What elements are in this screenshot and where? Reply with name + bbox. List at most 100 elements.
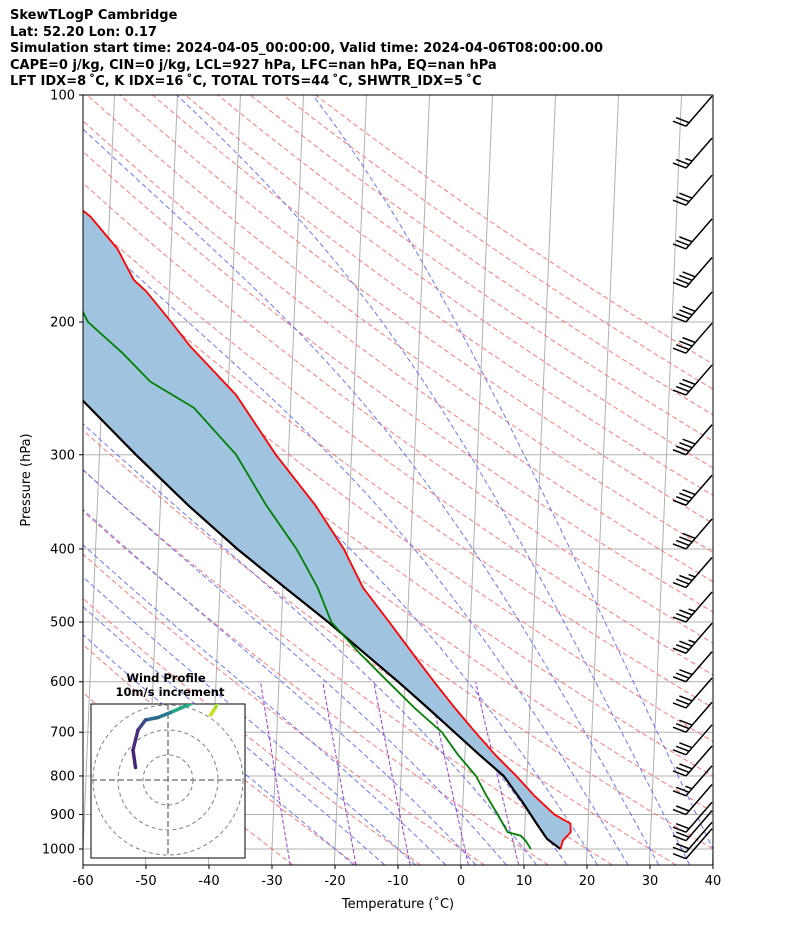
wind-barb xyxy=(672,424,713,456)
temperature-line xyxy=(83,209,572,850)
hodograph-segment xyxy=(136,718,148,732)
chart-header: SkewTLogP Cambridge Lat: 52.20 Lon: 0.17… xyxy=(10,8,603,91)
isotherm-line xyxy=(333,95,367,865)
wind-barb xyxy=(672,474,713,506)
wind-barb xyxy=(672,218,713,250)
wind-barb xyxy=(672,364,713,396)
x-tick-label: 10 xyxy=(516,874,533,889)
wind-barb xyxy=(672,801,713,833)
y-tick-label: 300 xyxy=(50,448,75,463)
y-tick-label: 1000 xyxy=(42,843,75,858)
isotherm-line xyxy=(83,95,115,862)
wind-barb xyxy=(672,821,713,853)
x-axis-label: Temperature (˚C) xyxy=(341,896,454,912)
chart-title: SkewTLogP Cambridge xyxy=(10,8,178,23)
dry-adiabat-line xyxy=(217,95,713,442)
wind-barb xyxy=(672,677,713,709)
isotherm-line xyxy=(648,95,682,865)
wind-barb xyxy=(672,174,713,206)
hodograph-segment xyxy=(213,704,220,710)
wind-barb xyxy=(672,518,713,550)
x-tick-label: 30 xyxy=(642,874,659,889)
hodograph-segment xyxy=(131,728,140,752)
wind-barb xyxy=(672,591,713,623)
y-tick-label: 700 xyxy=(50,726,75,741)
dry-adiabat-line xyxy=(83,553,485,865)
wind-barb xyxy=(672,828,713,860)
isotherm-line xyxy=(711,837,713,865)
simulation-time-line: Simulation start time: 2024-04-05_00:00:… xyxy=(10,41,603,57)
x-tick-label: 0 xyxy=(457,874,465,889)
x-tick-label: 20 xyxy=(579,874,596,889)
hodograph-segment xyxy=(156,710,173,720)
y-tick-label: 200 xyxy=(50,315,75,330)
y-tick-label: 400 xyxy=(50,542,75,557)
hodograph-subtitle: 10m/s increment xyxy=(116,685,225,699)
x-tick-label: -20 xyxy=(324,874,345,889)
dry-adiabat-line xyxy=(83,120,713,583)
x-tick-label: -50 xyxy=(135,874,156,889)
x-tick-label: -30 xyxy=(261,874,282,889)
isotherm-line xyxy=(585,95,619,865)
moist-adiabat-line xyxy=(83,634,355,865)
wind-barb xyxy=(672,651,713,683)
wind-barb xyxy=(672,745,713,777)
isotherm-line xyxy=(775,95,794,865)
hodograph-title: Wind Profile xyxy=(126,671,206,685)
x-tick-label: -60 xyxy=(72,874,93,889)
x-tick-label: 40 xyxy=(705,874,722,889)
wind-barb xyxy=(672,256,713,289)
indices-line: LFT IDX=8 ˚C, K IDX=16 ˚C, TOTAL TOTS=44… xyxy=(10,74,482,90)
dewpoint-line xyxy=(83,310,532,850)
moist-adiabat-line xyxy=(176,95,691,865)
hodograph-segment xyxy=(168,704,190,715)
hodograph-segment xyxy=(143,715,160,722)
mixing-ratio-line xyxy=(428,681,469,865)
location-line: Lat: 52.20 Lon: 0.17 xyxy=(10,24,157,40)
dry-adiabat-line xyxy=(152,95,713,496)
cape-cin-line: CAPE=0 j/kg, CIN=0 j/kg, LCL=927 hPa, LF… xyxy=(10,57,497,73)
hodograph-segment xyxy=(131,748,138,770)
dry-adiabat-line xyxy=(282,95,713,390)
wind-barb xyxy=(672,95,713,127)
wind-barb xyxy=(672,137,713,169)
dry-adiabat-line xyxy=(83,248,713,709)
y-tick-label: 100 xyxy=(50,89,75,104)
moist-adiabat-line xyxy=(312,95,713,851)
wind-barb xyxy=(672,291,713,323)
wind-barb xyxy=(672,701,713,733)
wind-barb xyxy=(672,765,713,797)
y-tick-label: 600 xyxy=(50,675,75,690)
mixing-ratio-line xyxy=(322,681,357,865)
wind-barb xyxy=(672,557,713,589)
dry-adiabat-line xyxy=(250,95,713,416)
moist-adiabat-line xyxy=(83,508,477,865)
isotherm-line xyxy=(522,95,556,865)
moist-adiabat-line xyxy=(83,423,537,865)
dry-adiabat-line xyxy=(83,510,549,865)
dry-adiabat-line xyxy=(83,643,357,865)
moist-adiabat-line xyxy=(83,544,447,865)
mixing-ratio-line xyxy=(475,681,520,865)
y-tick-label: 900 xyxy=(50,808,75,823)
y-axis-label: Pressure (hPa) xyxy=(19,433,34,526)
y-tick-label: 800 xyxy=(50,769,75,784)
wind-barb xyxy=(672,810,713,842)
dry-adiabat-line xyxy=(83,214,713,676)
mixing-ratio-line xyxy=(373,681,411,865)
cin-shaded-area xyxy=(83,210,571,849)
moist-adiabat-line xyxy=(83,128,660,865)
moist-adiabat-line xyxy=(83,605,386,865)
wind-barb xyxy=(672,724,713,756)
dry-adiabat-line xyxy=(119,95,713,524)
mixing-ratio-line xyxy=(260,681,291,865)
dry-adiabat-line xyxy=(83,150,713,613)
moist-adiabat-line xyxy=(83,304,598,865)
moist-adiabat-line xyxy=(83,225,629,865)
y-tick-label: 500 xyxy=(50,616,75,631)
x-tick-label: -40 xyxy=(198,874,219,889)
wind-barb xyxy=(672,622,713,654)
x-tick-label: -10 xyxy=(387,874,408,889)
wind-barb xyxy=(672,322,713,354)
